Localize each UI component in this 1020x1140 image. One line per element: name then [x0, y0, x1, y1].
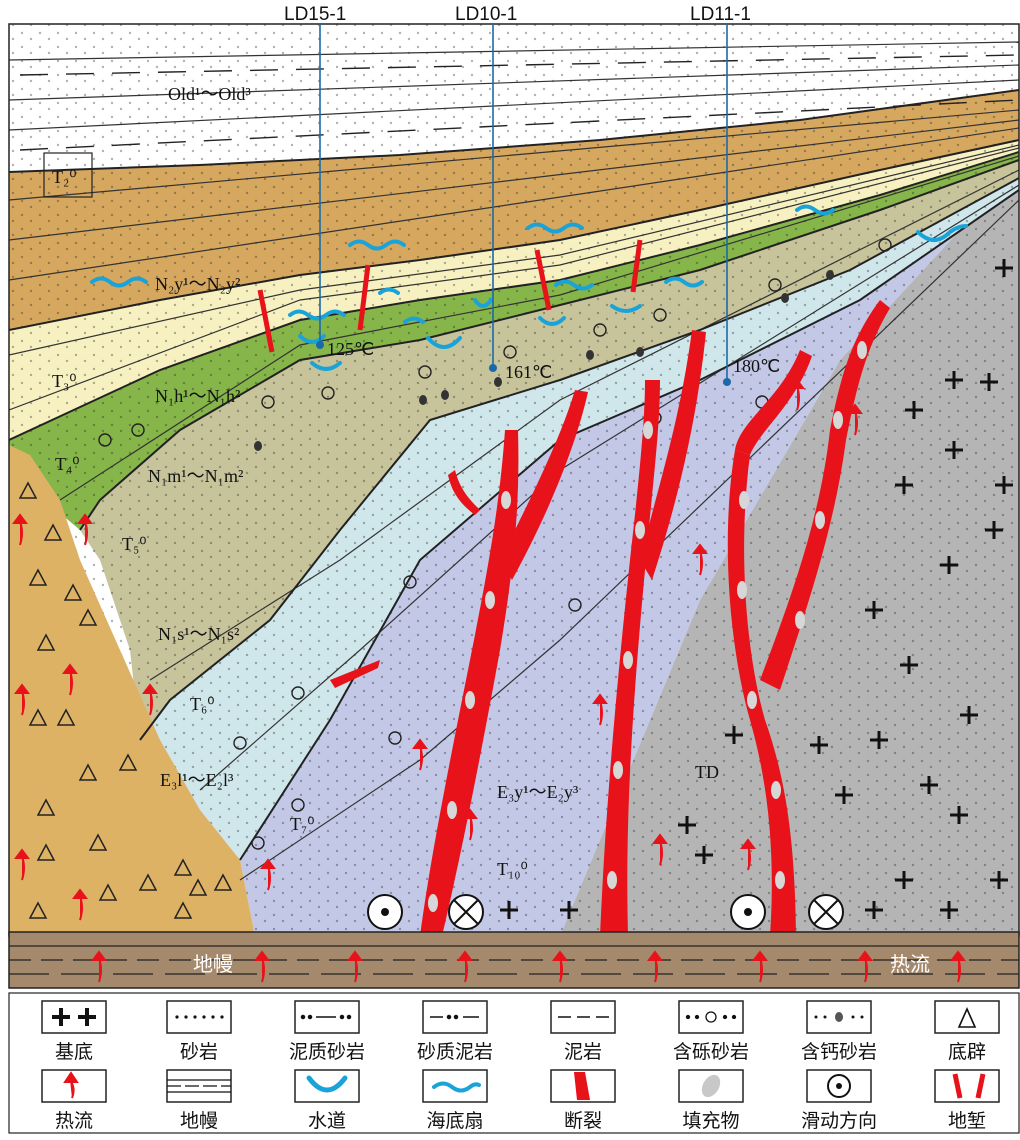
fault-bodies [330, 300, 890, 936]
legend-label-calcareous-sandstone: 含钙砂岩 [801, 1041, 877, 1063]
formation-td: TD [695, 762, 719, 782]
legend-box-channel [294, 1069, 360, 1103]
formation-e3l: E₃l¹～E₂l³ [160, 770, 234, 790]
legend-label-sandy-mudstone: 砂质泥岩 [417, 1041, 493, 1063]
pebbly-sandstone-icon [685, 1011, 737, 1023]
legend-label-basement: 基底 [55, 1041, 93, 1063]
horizon-t10: T₁₀⁰ [497, 859, 528, 879]
mantle-icon [167, 1079, 231, 1093]
well-ld15-1-temp: 125℃ [327, 339, 374, 359]
legend-label-channel: 水道 [308, 1110, 346, 1132]
pebble-circles [98, 238, 892, 850]
fault-filling [428, 341, 867, 912]
legend-label-graben: 地堑 [948, 1110, 986, 1132]
legend-label-diapir: 底辟 [948, 1041, 986, 1063]
heat-flow-arrows [12, 378, 863, 921]
well-ld10-1-name: LD10-1 [455, 4, 517, 25]
diapir-triangles [18, 481, 233, 919]
well-bores [319, 24, 728, 382]
diapir-body [9, 445, 255, 936]
legend-label-slip-direction: 滑动方向 [801, 1110, 877, 1132]
well-ld11-1-name: LD11-1 [690, 4, 751, 25]
well-ld11-1-temp: 180℃ [733, 356, 780, 376]
formation-old: Old¹～Old³ [168, 84, 251, 104]
channels [298, 224, 968, 371]
submarine-fans [90, 204, 835, 324]
basement-icon [52, 1008, 96, 1026]
formation-n1s: N₁s¹～N₁s² [158, 624, 239, 644]
formation-e3y: E₃y¹～E₂y³ [497, 782, 579, 802]
filling-icon [701, 1074, 721, 1098]
fault-icon [574, 1072, 590, 1100]
calcareous-sandstone-icon [814, 1012, 864, 1022]
mantle-label: 地幔 [193, 952, 233, 976]
legend-label-filling: 填充物 [682, 1110, 739, 1132]
legend-box-diapir [934, 1000, 1000, 1034]
horizon-t5: T₅⁰ [122, 534, 147, 554]
horizon-t3: T₃⁰ [52, 371, 77, 391]
basement-plus-marks [500, 259, 1013, 919]
diapir-icon [957, 1007, 977, 1028]
horizon-t4: T₄⁰ [55, 454, 80, 474]
calcareous-marks [254, 270, 834, 451]
horizon-t7: T₇⁰ [290, 814, 315, 834]
legend-label-mudstone: 泥岩 [564, 1041, 602, 1063]
formation-n1h: N₁h¹～N₁h² [155, 386, 240, 406]
sandy-mudstone-icon [430, 1014, 479, 1020]
heat-flow-icon [63, 1071, 79, 1099]
legend-label-sandstone: 砂岩 [180, 1041, 218, 1063]
well-ld10-1-temp: 161℃ [505, 362, 552, 382]
layer-stack [9, 24, 1019, 936]
legend-box-basement [41, 1000, 107, 1034]
horizon-t2-box [43, 152, 93, 198]
legend-label-mantle: 地幔 [180, 1110, 218, 1132]
formation-n1m: N₁m¹～N₁m² [148, 466, 243, 486]
graben-icon [952, 1073, 986, 1099]
heat-flow-label: 热流 [890, 952, 930, 976]
mantle-band [8, 931, 1020, 989]
graben-faults [257, 239, 643, 353]
horizon-t6: T₆⁰ [190, 694, 215, 714]
legend-label-pebbly-sandstone: 含砾砂岩 [673, 1041, 749, 1063]
channel-icon [306, 1075, 348, 1093]
formation-n2y: N₂y¹～N₂y² [155, 274, 240, 294]
well-ld15-1-name: LD15-1 [284, 4, 346, 25]
submarine-fan-icon [432, 1081, 481, 1093]
legend-box-graben [934, 1069, 1000, 1103]
legend-label-muddy-sandstone: 泥质砂岩 [289, 1041, 365, 1063]
slip-direction-icon [827, 1074, 851, 1098]
well-bottoms [316, 341, 731, 386]
muddy-sandstone-icon [300, 1014, 352, 1020]
legend-label-heat-flow: 热流 [55, 1110, 93, 1132]
sandstone-icon [175, 1015, 224, 1019]
slip-direction-symbols [367, 894, 844, 930]
legend-label-fault: 断裂 [564, 1110, 602, 1132]
legend-label-submarine-fan: 海底扇 [426, 1110, 483, 1132]
legend: 基底 砂岩 泥质砂岩 砂质泥岩 泥岩 含砾砂岩 含钙砂岩 底辟 热流 地幔 水道… [8, 992, 1020, 1134]
horizon-t2: T₂⁰ [52, 167, 77, 187]
